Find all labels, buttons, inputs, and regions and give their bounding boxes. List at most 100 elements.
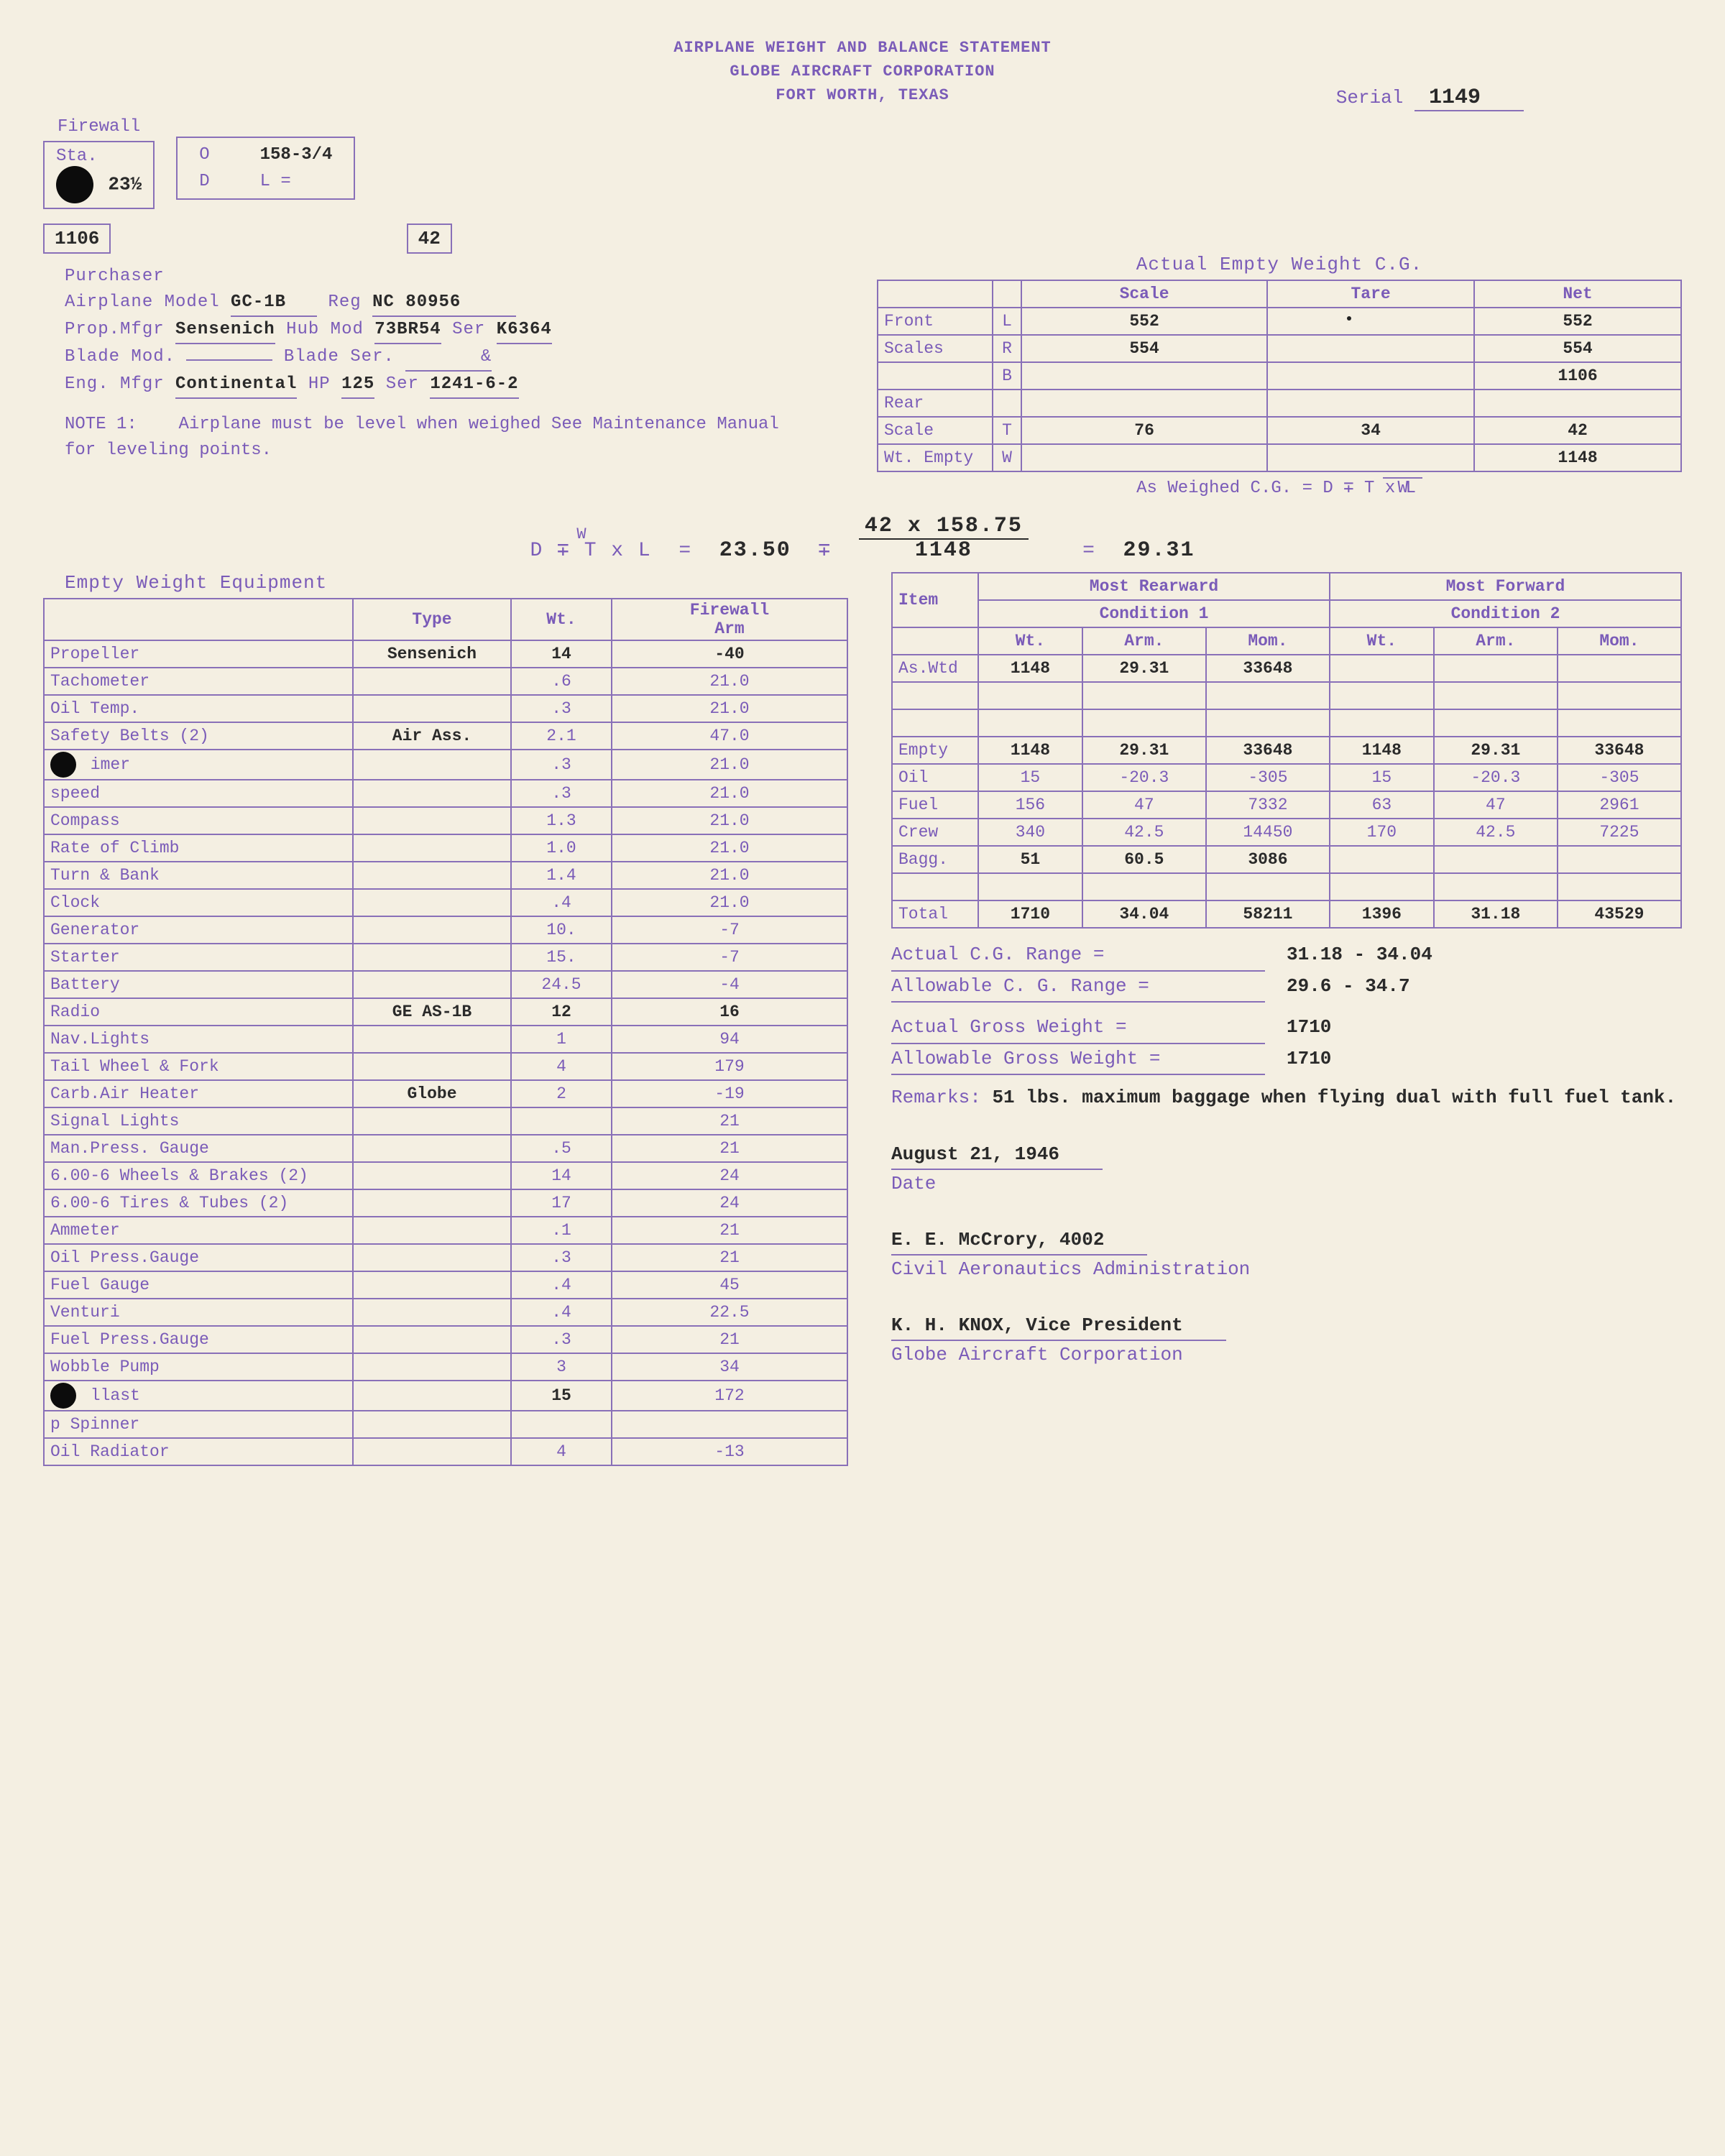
- cg-row-label2: R: [993, 335, 1021, 362]
- cg-row-tare: [1267, 308, 1474, 335]
- main-columns: Empty Weight Equipment Type Wt. Firewall…: [43, 572, 1682, 1466]
- d-value: L =: [224, 169, 346, 194]
- equipment-row: Clock.421.0: [44, 889, 847, 916]
- load-c2-wt: [1330, 655, 1434, 682]
- load-c2-wt: [1330, 682, 1434, 709]
- load-cond2: Condition 2: [1330, 600, 1681, 627]
- equipment-row: Safety Belts (2)Air Ass.2.147.0: [44, 722, 847, 750]
- equip-wt: 10.: [511, 916, 612, 944]
- sig2-org: Globe Aircraft Corporation: [891, 1341, 1682, 1369]
- cg-formula: D ∓ T x L = 23.50 ∓ 42 x 158.75 1148 = 2…: [43, 514, 1682, 543]
- equip-arm: -13: [612, 1438, 847, 1465]
- load-item: [892, 709, 978, 737]
- equip-arm: 21.0: [612, 862, 847, 889]
- equip-type: [353, 1217, 511, 1244]
- load-c2-arm: [1434, 709, 1558, 737]
- load-cond1: Condition 1: [978, 600, 1330, 627]
- load-hdr-rear: Most Rearward: [978, 573, 1330, 600]
- equipment-row: Man.Press. Gauge.521: [44, 1135, 847, 1162]
- cg-row-net: 554: [1474, 335, 1681, 362]
- equip-wt: .3: [511, 750, 612, 780]
- serial-value: 1149: [1414, 86, 1524, 111]
- actual-gw-value: 1710: [1265, 1013, 1682, 1044]
- equip-wt: [511, 1107, 612, 1135]
- equip-type: [353, 1107, 511, 1135]
- equipment-row: Turn & Bank1.421.0: [44, 862, 847, 889]
- load-item: Oil: [892, 764, 978, 791]
- equip-arm: 94: [612, 1026, 847, 1053]
- title-line-1: AIRPLANE WEIGHT AND BALANCE STATEMENT: [43, 36, 1682, 60]
- equip-name: Fuel Gauge: [44, 1271, 353, 1299]
- load-c1-mom: [1206, 709, 1330, 737]
- cg-row-tare: [1267, 362, 1474, 390]
- formula-lhs-denom: W: [0, 525, 1682, 543]
- formula-numerator: 42 x 158.75: [859, 514, 1029, 540]
- load-item: Bagg.: [892, 846, 978, 873]
- equipment-row: Compass1.321.0: [44, 807, 847, 834]
- equip-arm: 24: [612, 1189, 847, 1217]
- load-c2-mom: Mom.: [1558, 627, 1681, 655]
- sta-label: Sta.: [56, 147, 142, 166]
- allow-cg-label: Allowable C. G. Range =: [891, 972, 1265, 1003]
- loading-row: Empty114829.3133648114829.3133648: [892, 737, 1681, 764]
- load-c2-wt: 170: [1330, 819, 1434, 846]
- equip-wt: 1.4: [511, 862, 612, 889]
- equip-type: [353, 1026, 511, 1053]
- equip-type: [353, 889, 511, 916]
- prop-mfgr-label: Prop.Mfgr: [65, 317, 165, 343]
- page: AIRPLANE WEIGHT AND BALANCE STATEMENT GL…: [0, 0, 1725, 2156]
- equip-type: [353, 916, 511, 944]
- actual-cg-label: Actual C.G. Range =: [891, 940, 1265, 972]
- equip-arm: 179: [612, 1053, 847, 1080]
- equip-arm: 21: [612, 1244, 847, 1271]
- load-c1-mom: [1206, 873, 1330, 900]
- load-c2-arm: -20.3: [1434, 764, 1558, 791]
- loading-row: Fuel15647733263472961: [892, 791, 1681, 819]
- load-c2-arm: [1434, 846, 1558, 873]
- equip-wt: .5: [511, 1135, 612, 1162]
- equip-wt: .4: [511, 889, 612, 916]
- sig1-name: E. E. McCrory, 4002: [891, 1226, 1147, 1256]
- equip-type: [353, 1438, 511, 1465]
- equip-wt: .3: [511, 695, 612, 722]
- cg-row-tare: [1267, 335, 1474, 362]
- punch-hole-icon: [50, 752, 76, 778]
- equipment-row: Venturi.422.5: [44, 1299, 847, 1326]
- load-c2-arm: Arm.: [1434, 627, 1558, 655]
- load-item: [892, 873, 978, 900]
- equip-name: Man.Press. Gauge: [44, 1135, 353, 1162]
- actual-gw-label: Actual Gross Weight =: [891, 1013, 1265, 1044]
- equipment-row: Nav.Lights194: [44, 1026, 847, 1053]
- equip-arm: 21: [612, 1107, 847, 1135]
- equip-arm: 22.5: [612, 1299, 847, 1326]
- purchaser-label: Purchaser: [65, 264, 165, 290]
- d-label: D: [186, 169, 222, 194]
- load-c2-mom: [1558, 873, 1681, 900]
- equip-type: [353, 834, 511, 862]
- cg-row-label2: T: [993, 417, 1021, 444]
- cg-table: Scale Tare Net FrontL552552ScalesR554554…: [877, 280, 1682, 472]
- box-1106: 1106: [43, 224, 111, 254]
- cg-col-net: Net: [1474, 280, 1681, 308]
- equipment-row: Wobble Pump334: [44, 1353, 847, 1381]
- equip-arm: 21.0: [612, 750, 847, 780]
- load-c1-mom: -305: [1206, 764, 1330, 791]
- load-c2-wt: [1330, 709, 1434, 737]
- load-c1-arm: 47: [1082, 791, 1206, 819]
- equip-wt: .3: [511, 1244, 612, 1271]
- load-item: Empty: [892, 737, 978, 764]
- equip-wt: .3: [511, 780, 612, 807]
- equipment-row: PropellerSensenich14-40: [44, 640, 847, 668]
- hp-label: HP: [308, 372, 331, 397]
- note1-label: NOTE 1:: [65, 415, 137, 434]
- equip-name: Starter: [44, 944, 353, 971]
- load-c1-wt: 51: [978, 846, 1082, 873]
- equip-name: Venturi: [44, 1299, 353, 1326]
- load-c1-mom: Mom.: [1206, 627, 1330, 655]
- equip-arm: 16: [612, 998, 847, 1026]
- equip-arm: 21.0: [612, 780, 847, 807]
- reg-value: NC 80956: [372, 290, 516, 317]
- loading-section: Item Most Rearward Most Forward Conditio…: [891, 572, 1682, 1369]
- equipment-row: Fuel Press.Gauge.321: [44, 1326, 847, 1353]
- note1-text: Airplane must be level when weighed See …: [65, 415, 779, 460]
